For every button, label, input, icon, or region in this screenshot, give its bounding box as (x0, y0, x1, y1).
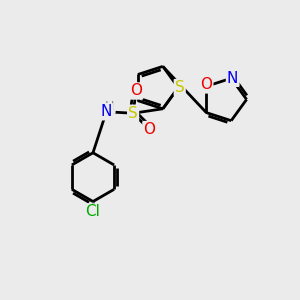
Text: O: O (130, 83, 142, 98)
Text: O: O (200, 77, 212, 92)
Text: N: N (101, 104, 112, 119)
Text: S: S (175, 80, 184, 95)
Text: H: H (105, 100, 115, 113)
Text: O: O (143, 122, 155, 137)
Text: S: S (128, 106, 138, 121)
Text: Cl: Cl (85, 204, 100, 219)
Text: N: N (227, 71, 238, 86)
